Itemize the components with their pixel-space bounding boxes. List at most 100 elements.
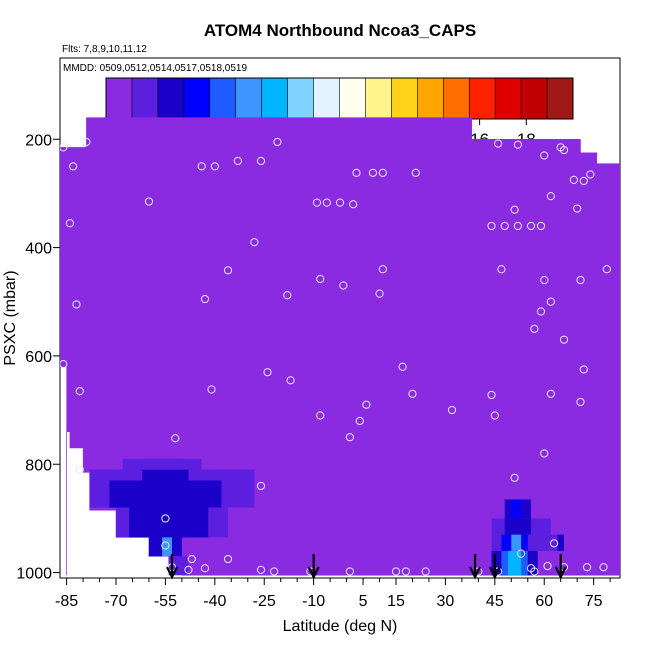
sample-point bbox=[256, 156, 266, 166]
sample-point bbox=[345, 567, 354, 576]
sample-point bbox=[187, 554, 196, 564]
sample-point bbox=[500, 221, 509, 231]
x-tick-label: -10 bbox=[302, 593, 325, 610]
sample-point bbox=[447, 405, 457, 415]
sample-point bbox=[576, 397, 585, 407]
sample-point bbox=[513, 140, 522, 149]
sample-point bbox=[233, 156, 242, 166]
sample-point bbox=[316, 411, 325, 420]
x-tick-label: -40 bbox=[203, 593, 226, 610]
sample-point bbox=[559, 145, 569, 155]
sample-point bbox=[161, 541, 170, 550]
colorbar-swatch bbox=[495, 78, 522, 119]
heatmap-cell bbox=[135, 480, 199, 508]
x-tick-label: 5 bbox=[359, 593, 368, 610]
sample-point bbox=[579, 176, 588, 186]
sample-point bbox=[316, 274, 325, 284]
sample-point bbox=[550, 539, 559, 548]
colorbar-swatch bbox=[417, 78, 444, 119]
sample-point bbox=[517, 549, 526, 558]
sample-point bbox=[586, 170, 595, 179]
colorbar-swatch bbox=[287, 78, 314, 119]
sample-point bbox=[569, 175, 578, 184]
y-tick-label: 600 bbox=[25, 349, 52, 366]
sample-point bbox=[312, 198, 322, 207]
flights-subtitle: Flts: 7,8,9,10,11,12 bbox=[62, 44, 147, 55]
sample-point bbox=[494, 139, 503, 148]
sample-point bbox=[526, 221, 536, 231]
sample-point bbox=[349, 200, 358, 209]
y-tick-label: 400 bbox=[25, 241, 52, 258]
colorbar-swatch bbox=[521, 78, 548, 119]
sample-point bbox=[536, 221, 546, 231]
sample-point bbox=[540, 275, 549, 285]
x-axis-label: Latitude (deg N) bbox=[283, 618, 398, 635]
x-tick-label: 30 bbox=[437, 593, 455, 610]
sample-point bbox=[69, 162, 78, 171]
x-tick-label: -85 bbox=[55, 593, 78, 610]
sample-point bbox=[223, 266, 233, 275]
sample-point bbox=[411, 168, 420, 177]
sample-point bbox=[171, 434, 180, 443]
sample-point bbox=[398, 362, 407, 371]
sample-point bbox=[487, 221, 496, 231]
flight-arrow bbox=[469, 554, 482, 580]
sample-point bbox=[559, 335, 569, 344]
sample-point bbox=[72, 300, 81, 309]
sample-point bbox=[536, 307, 546, 316]
arrow-head bbox=[554, 566, 567, 580]
sample-point bbox=[408, 389, 417, 398]
sample-point bbox=[75, 465, 84, 474]
flight-arrow bbox=[166, 554, 178, 580]
sample-point bbox=[582, 563, 592, 572]
sample-point bbox=[540, 151, 549, 160]
heatmap-cell bbox=[537, 534, 548, 551]
sample-point bbox=[263, 368, 272, 377]
arrow-head bbox=[307, 566, 320, 580]
sample-point bbox=[576, 275, 585, 285]
sample-point bbox=[487, 390, 496, 400]
colorbar-swatch bbox=[183, 78, 211, 119]
sample-point bbox=[573, 204, 582, 213]
sample-point bbox=[184, 565, 193, 574]
sample-point bbox=[375, 289, 384, 298]
colorbar-swatch bbox=[261, 78, 289, 119]
x-tick-label: 45 bbox=[486, 593, 504, 610]
sample-point bbox=[546, 389, 555, 398]
sample-point bbox=[530, 324, 539, 333]
sample-point bbox=[75, 387, 84, 396]
sample-point bbox=[401, 567, 410, 576]
arrow-head bbox=[166, 566, 178, 580]
sample-point bbox=[497, 265, 506, 274]
heatmap-cell bbox=[504, 518, 532, 535]
sample-point bbox=[378, 265, 387, 274]
colorbar: 024681012141618 bbox=[101, 77, 574, 149]
colorbar-swatch bbox=[235, 78, 263, 119]
colorbar-swatch bbox=[443, 78, 470, 119]
sample-point bbox=[200, 294, 210, 304]
x-tick-label: 75 bbox=[585, 593, 603, 610]
heatmap-cell bbox=[537, 399, 545, 416]
sample-point bbox=[82, 137, 91, 147]
heatmap-cells bbox=[60, 117, 620, 576]
heatmap-cell bbox=[557, 534, 564, 551]
flight-arrow bbox=[488, 554, 501, 580]
sample-point bbox=[543, 561, 552, 571]
sample-point bbox=[352, 168, 361, 177]
colorbar-swatch bbox=[209, 78, 237, 119]
sample-point bbox=[210, 162, 219, 171]
colorbar-swatch bbox=[106, 78, 133, 119]
sample-point bbox=[599, 563, 608, 572]
sample-point bbox=[283, 291, 292, 300]
sample-point bbox=[223, 554, 233, 564]
sample-point bbox=[335, 198, 345, 207]
flight-arrows bbox=[166, 554, 567, 580]
colorbar-swatch bbox=[339, 78, 366, 119]
sample-point bbox=[546, 297, 555, 306]
sample-point bbox=[391, 567, 401, 576]
sample-point bbox=[144, 197, 154, 206]
sample-point bbox=[250, 238, 259, 247]
x-tick-label: -70 bbox=[104, 593, 127, 610]
heatmap-cell bbox=[511, 534, 522, 551]
